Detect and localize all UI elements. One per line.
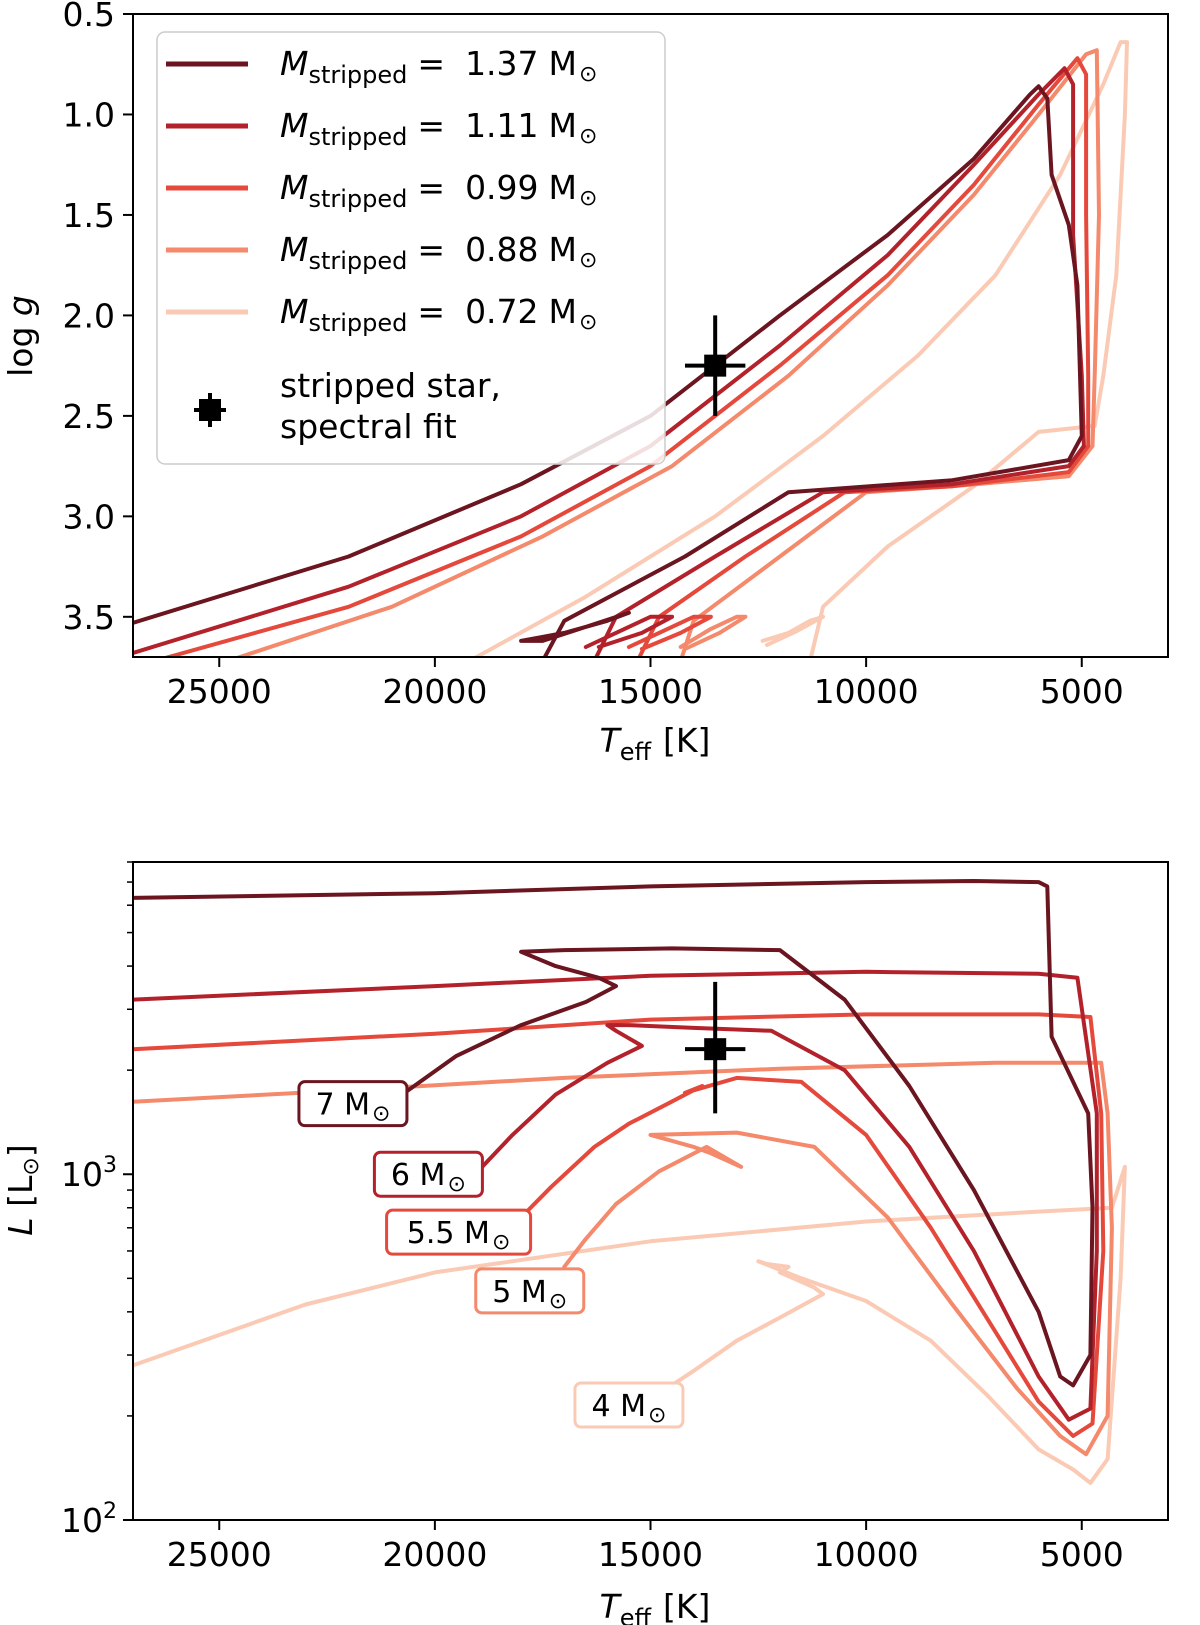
track-label-box [474, 1267, 586, 1315]
legend-entry: Mstripped = 1.37 M⊙ [166, 44, 597, 89]
x-tick-label-top: 20000 [382, 672, 487, 711]
luminosity-panel: 7 M⊙6 M⊙ 5.5 M⊙ 5 M⊙ 4 M⊙ 25000 20000 15000 10… [1, 861, 1169, 1625]
logg-track-tail-0-99 [626, 614, 713, 651]
legend-entry: Mstripped = 0.88 M⊙ [166, 230, 597, 275]
track-label: 4 M⊙ [573, 1381, 685, 1429]
y-tick-label-top: 3.0 [63, 497, 115, 536]
obs-point-bottom [704, 1038, 727, 1061]
x-tick-label-top: 25000 [167, 672, 272, 711]
hr-track-7 [133, 879, 1095, 1388]
track-label-box [385, 1208, 533, 1256]
legend-box [156, 31, 666, 465]
y-axis-label-top: log g [1, 295, 40, 377]
track-label-text: 4 M⊙ [591, 1389, 666, 1428]
legend-label: Mstripped = 1.11 M⊙ [280, 106, 597, 151]
legend-marker-square [199, 399, 221, 421]
x-tick-label-top: 5000 [1040, 672, 1124, 711]
track-label: 5.5 M⊙ [385, 1208, 533, 1256]
y-axis-label-bottom: L [L⊙] [1, 1144, 44, 1235]
y-tick-label-top: 2.5 [63, 397, 115, 436]
legend-marker-line2: spectral fit [280, 407, 457, 446]
x-axis-ticks-top: 25000 20000 15000 10000 5000 [167, 657, 1124, 711]
track-label-box [573, 1381, 685, 1429]
track-label-text: 7 M⊙ [315, 1088, 390, 1127]
track-label-text: 5.5 M⊙ [407, 1216, 511, 1255]
legend-entry: Mstripped = 1.11 M⊙ [166, 106, 597, 151]
luminosity-tracks [133, 879, 1127, 1485]
logg-track-tail-0-72 [760, 614, 825, 647]
x-axis-label-bottom: Teff [K] [600, 1587, 711, 1625]
x-tick-label-top: 15000 [598, 672, 703, 711]
legend-entry: Mstripped = 0.72 M⊙ [166, 292, 597, 337]
y-tick-label-top: 1.5 [63, 196, 115, 235]
y-tick-label-bottom: 102 [61, 1499, 117, 1540]
legend-label: Mstripped = 0.88 M⊙ [280, 230, 597, 275]
observation-marker-top [685, 315, 746, 416]
observation-marker-bottom [685, 981, 746, 1114]
track-label-box [372, 1150, 484, 1198]
legend-marker-line1: stripped star, [280, 366, 501, 405]
logg-panel: 25000 20000 15000 10000 5000 0.5 1.0 1.5 2.0 2.5… [1, 0, 1169, 766]
track-mass-labels: 7 M⊙6 M⊙ 5.5 M⊙ 5 M⊙ 4 M⊙ [297, 1080, 685, 1429]
hr-track-5-5 [133, 1012, 1106, 1438]
y-tick-label-top: 2.0 [63, 296, 115, 335]
obs-point-top [704, 354, 727, 377]
track-label-text: 5 M⊙ [492, 1275, 567, 1314]
track-label: 6 M⊙ [372, 1150, 484, 1198]
hr-track-5 [133, 1060, 1114, 1457]
legend: Mstripped = 1.37 M⊙ Mstripped = 1.11 M⊙ Mstrippe… [156, 31, 666, 465]
logg-track-tail-1-11 [583, 614, 675, 649]
y-tick-label-bottom: 103 [61, 1153, 117, 1194]
y-axis-ticks-top: 0.5 1.0 1.5 2.0 2.5 3.0 3.5 [63, 0, 133, 637]
x-tick-label-top: 10000 [814, 672, 919, 711]
logg-track-tail-1-37 [519, 610, 631, 643]
y-tick-label-top: 3.5 [63, 598, 115, 637]
y-tick-label-top: 0.5 [63, 0, 115, 34]
x-tick-label-bottom: 15000 [598, 1535, 703, 1574]
logg-track-1-37 [133, 84, 1084, 657]
hr-track-6 [133, 969, 1099, 1422]
y-axis-ticks-bottom: 102 103 [61, 861, 133, 1540]
x-tick-label-bottom: 5000 [1040, 1535, 1124, 1574]
track-label: 7 M⊙ [297, 1080, 409, 1128]
legend-label: Mstripped = 0.72 M⊙ [280, 292, 597, 337]
x-tick-label-bottom: 20000 [382, 1535, 487, 1574]
legend-label: Mstripped = 0.99 M⊙ [280, 168, 597, 213]
track-label-box [297, 1080, 409, 1128]
legend-entry-marker: stripped star, spectral fit [194, 366, 501, 446]
hr-track-4 [133, 1164, 1127, 1485]
legend-label: Mstripped = 1.37 M⊙ [280, 44, 597, 89]
track-label: 5 M⊙ [474, 1267, 586, 1315]
track-label-text: 6 M⊙ [391, 1158, 466, 1197]
legend-entry: Mstripped = 0.99 M⊙ [166, 168, 597, 213]
x-tick-label-bottom: 25000 [167, 1535, 272, 1574]
y-tick-label-top: 1.0 [63, 95, 115, 134]
x-axis-label-top: Teff [K] [600, 721, 711, 766]
x-axis-ticks-bottom: 25000 20000 15000 10000 5000 [167, 1520, 1124, 1574]
x-tick-label-bottom: 10000 [814, 1535, 919, 1574]
logg-track-tail-0-88 [678, 614, 748, 651]
